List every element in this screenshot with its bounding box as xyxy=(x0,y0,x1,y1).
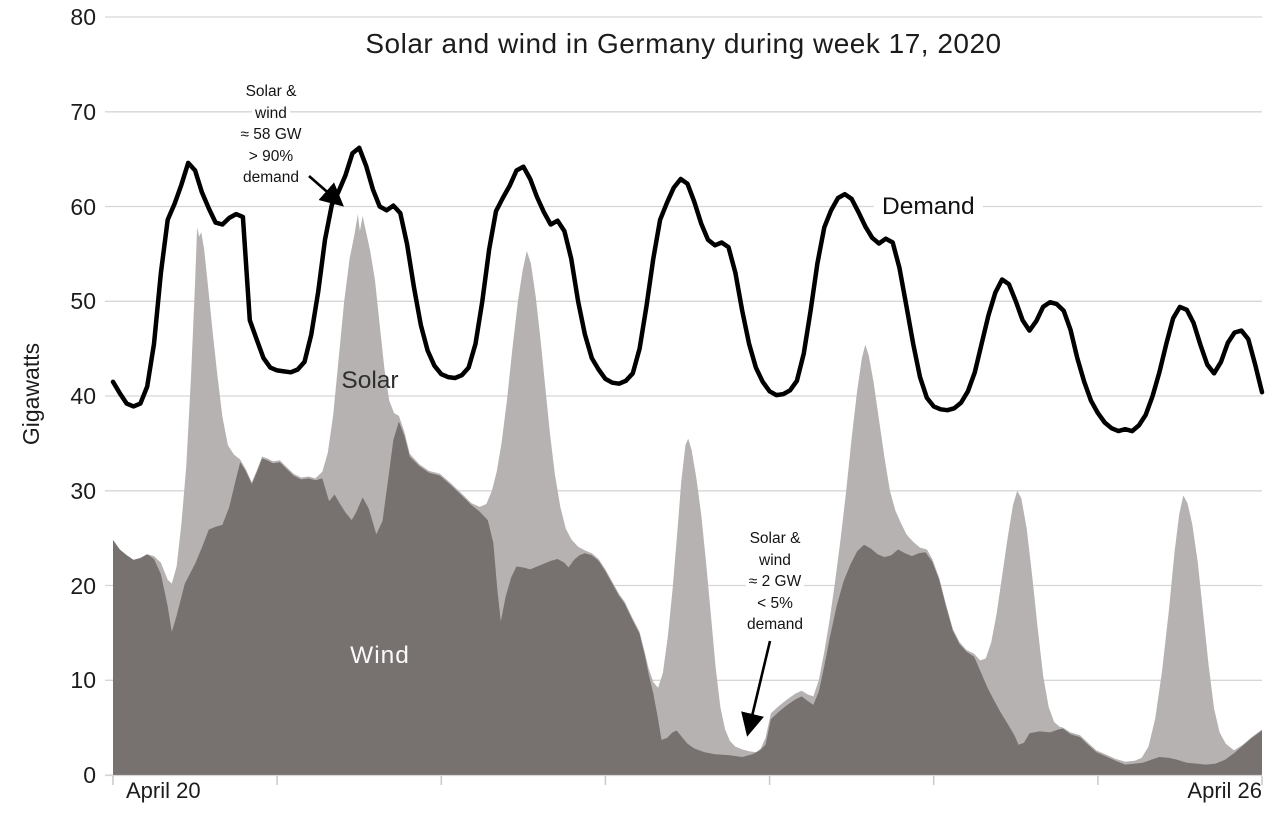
wind-area xyxy=(113,421,1262,775)
y-tick-label-10: 10 xyxy=(70,667,96,693)
annotation-arrow-low xyxy=(741,640,772,737)
solar-series-label: Solar xyxy=(341,367,399,394)
y-tick-label-40: 40 xyxy=(70,383,96,409)
annotation-line: ≈ 2 GW xyxy=(745,571,805,593)
demand-series-label: Demand xyxy=(874,193,983,221)
annotation-line: demand xyxy=(239,167,302,189)
x-tick-label-april-20: April 20 xyxy=(126,778,201,803)
annotation-line: wind xyxy=(252,102,290,124)
annotation-arrows xyxy=(308,175,772,737)
y-tick-label-30: 30 xyxy=(70,478,96,504)
annotation-line: demand xyxy=(743,614,806,636)
annotation-high-share: Solar & wind ≈ 58 GW > 90% demand xyxy=(196,81,346,189)
chart-title: Solar and wind in Germany during week 17… xyxy=(365,28,1002,59)
annotation-line: Solar & xyxy=(242,81,300,103)
y-tick-label-0: 0 xyxy=(83,762,96,788)
plot-layer xyxy=(105,16,1265,785)
y-tick-label-70: 70 xyxy=(70,99,96,125)
annotation-line: > 90% xyxy=(245,145,297,167)
wind-series-label: Wind xyxy=(350,642,410,669)
x-tick-label-april-26: April 26 xyxy=(1187,778,1262,803)
demand-line xyxy=(110,145,1265,434)
annotation-line: ≈ 58 GW xyxy=(237,124,305,146)
annotation-arrow-high xyxy=(308,175,344,207)
y-tick-label-60: 60 xyxy=(70,194,96,220)
annotation-line: wind xyxy=(756,549,794,571)
annotation-line: Solar & xyxy=(746,528,804,550)
y-tick-label-80: 80 xyxy=(70,4,96,30)
y-tick-label-50: 50 xyxy=(70,288,96,314)
annotation-line: < 5% xyxy=(754,592,796,614)
annotation-low-share: Solar & wind ≈ 2 GW < 5% demand xyxy=(700,528,850,636)
y-tick-label-20: 20 xyxy=(70,573,96,599)
